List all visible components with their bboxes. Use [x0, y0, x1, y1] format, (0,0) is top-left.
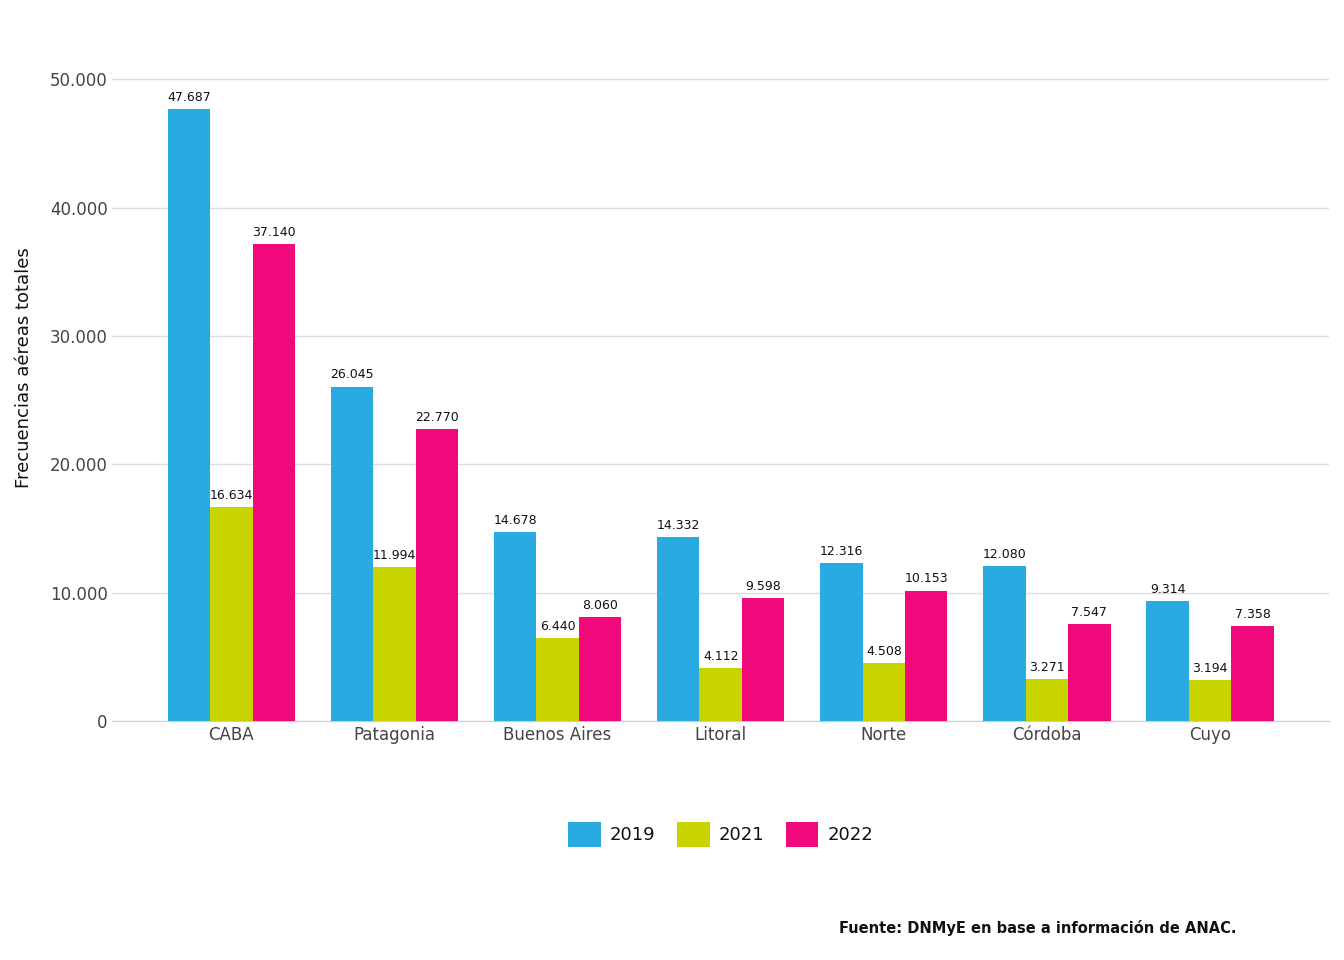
Bar: [657, 537, 699, 721]
Text: 7.547: 7.547: [1071, 606, 1107, 619]
Bar: [905, 590, 948, 721]
Bar: [1025, 679, 1068, 721]
Bar: [210, 508, 253, 721]
Text: 6.440: 6.440: [540, 620, 575, 633]
Text: 4.112: 4.112: [703, 650, 738, 663]
Bar: [415, 429, 458, 721]
Text: 12.080: 12.080: [982, 548, 1027, 561]
Text: 4.508: 4.508: [866, 645, 902, 658]
Bar: [1068, 624, 1110, 721]
Text: 14.678: 14.678: [493, 515, 538, 527]
Text: 3.271: 3.271: [1030, 660, 1064, 674]
Legend: 2019, 2021, 2022: 2019, 2021, 2022: [560, 815, 880, 854]
Bar: [1189, 680, 1231, 721]
Bar: [984, 565, 1025, 721]
Text: 11.994: 11.994: [372, 549, 417, 562]
Bar: [820, 563, 863, 721]
Bar: [253, 244, 294, 721]
Text: 12.316: 12.316: [820, 544, 863, 558]
Text: Fuente: DNMyE en base a información de ANAC.: Fuente: DNMyE en base a información de A…: [839, 920, 1236, 936]
Text: 8.060: 8.060: [582, 599, 618, 612]
Y-axis label: Frecuencias aéreas totales: Frecuencias aéreas totales: [15, 248, 34, 489]
Text: 3.194: 3.194: [1192, 661, 1228, 675]
Text: 37.140: 37.140: [251, 227, 296, 239]
Text: 7.358: 7.358: [1235, 609, 1270, 621]
Bar: [495, 533, 536, 721]
Text: 10.153: 10.153: [905, 572, 948, 586]
Bar: [1146, 601, 1189, 721]
Text: 47.687: 47.687: [167, 91, 211, 104]
Text: 26.045: 26.045: [331, 369, 374, 381]
Bar: [699, 668, 742, 721]
Text: 9.314: 9.314: [1150, 584, 1185, 596]
Bar: [374, 567, 415, 721]
Bar: [863, 663, 905, 721]
Text: 22.770: 22.770: [415, 411, 458, 423]
Text: 16.634: 16.634: [210, 490, 253, 502]
Bar: [168, 108, 210, 721]
Text: 14.332: 14.332: [657, 518, 700, 532]
Bar: [331, 387, 374, 721]
Bar: [742, 598, 785, 721]
Bar: [536, 638, 579, 721]
Text: 9.598: 9.598: [745, 580, 781, 592]
Bar: [579, 617, 621, 721]
Bar: [1231, 627, 1274, 721]
